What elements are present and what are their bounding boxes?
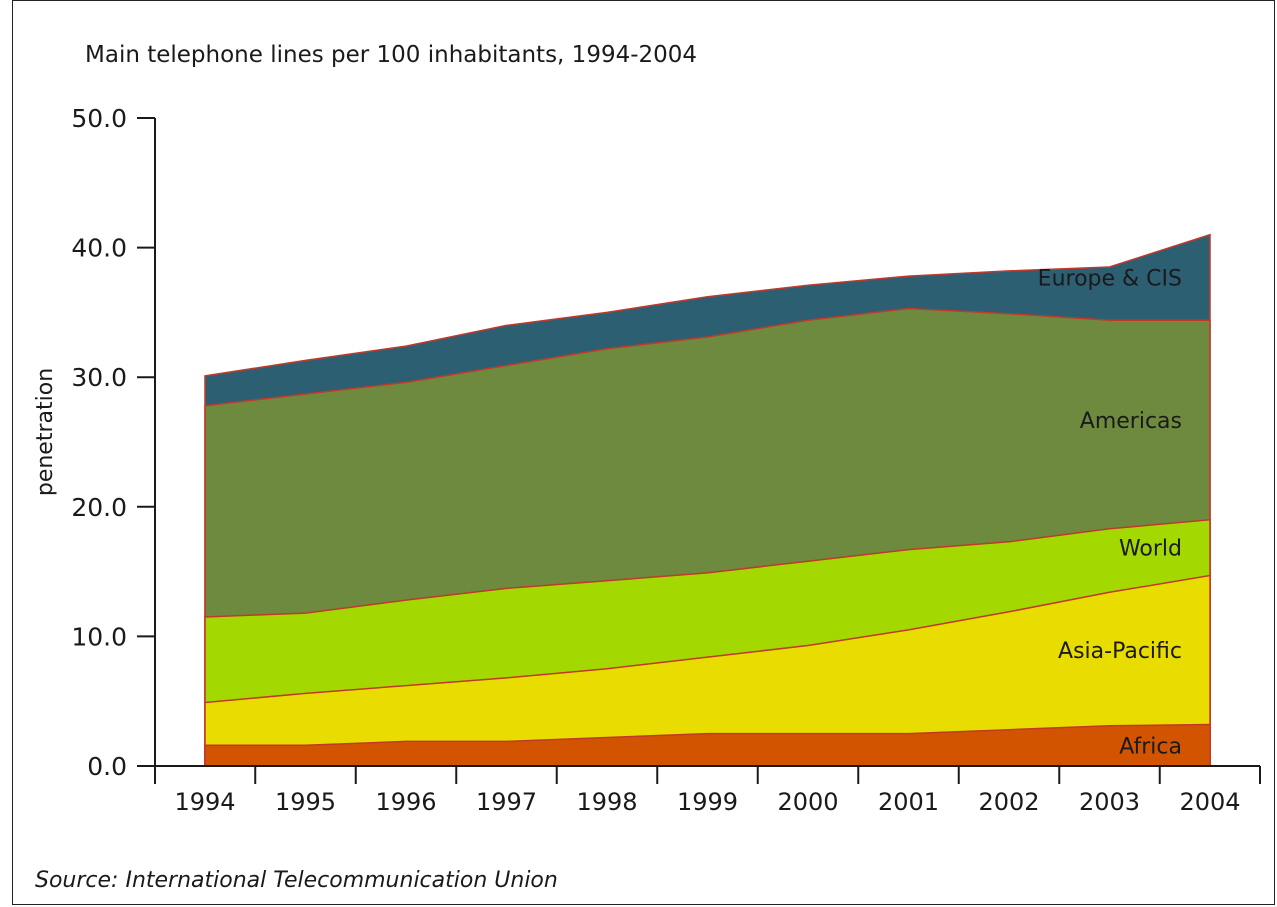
chart-title: Main telephone lines per 100 inhabitants… <box>85 42 698 68</box>
y-tick-label: 10.0 <box>71 622 127 651</box>
x-tick-label: 1999 <box>677 788 738 816</box>
y-ticks: 0.0 10.0 20.0 30.0 40.0 50.0 <box>71 104 155 781</box>
y-tick-label: 20.0 <box>71 493 127 522</box>
y-axis-title: penetration <box>33 368 58 496</box>
x-tick-label: 1995 <box>275 788 336 816</box>
series-label-asia-pacific: Asia-Pacific <box>1058 639 1182 664</box>
y-tick-label: 50.0 <box>71 104 127 133</box>
series-label-africa: Africa <box>1119 734 1182 759</box>
x-tick-label: 1997 <box>476 788 537 816</box>
x-tick-label: 2000 <box>777 788 838 816</box>
x-tick-label: 1996 <box>375 788 436 816</box>
x-ticks: 1994 1995 1996 1997 1998 1999 2000 2001 2002 2003… <box>154 766 1261 816</box>
source-note: Source: International Telecommunication … <box>35 868 558 893</box>
series-labels: Africa Asia-Pacific World Americas Europe & … <box>1038 266 1182 759</box>
x-tick-label: 2002 <box>978 788 1039 816</box>
x-tick-label: 2001 <box>878 788 939 816</box>
areas-layer <box>204 233 1211 767</box>
axes-layer <box>154 118 1260 767</box>
x-tick-label: 2004 <box>1179 788 1240 816</box>
series-label-world: World <box>1119 537 1182 562</box>
y-tick-label: 30.0 <box>71 363 127 392</box>
y-tick-label: 40.0 <box>71 234 127 263</box>
x-tick-label: 1994 <box>174 788 235 816</box>
y-tick-label: 0.0 <box>87 752 127 781</box>
x-tick-label: 2003 <box>1079 788 1140 816</box>
series-label-europe-cis: Europe & CIS <box>1038 266 1182 291</box>
area-africa <box>204 723 1211 767</box>
x-tick-label: 1998 <box>576 788 637 816</box>
series-label-americas: Americas <box>1080 409 1182 434</box>
